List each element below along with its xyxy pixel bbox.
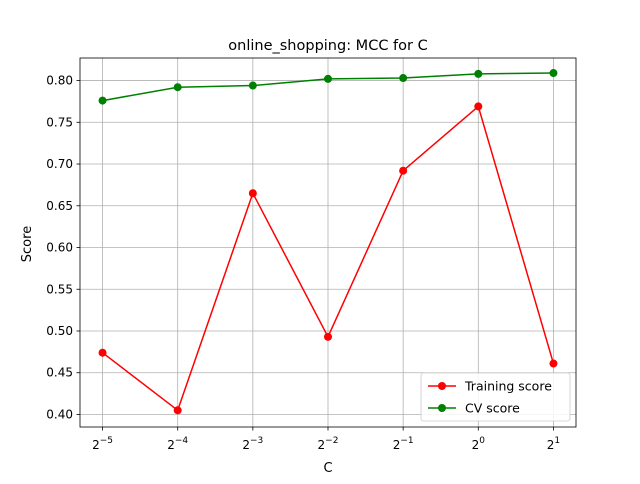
series bbox=[98, 69, 558, 415]
y-tick-label: 0.70 bbox=[46, 157, 73, 171]
x-tick-base: 2 bbox=[393, 438, 401, 452]
data-point bbox=[549, 69, 558, 78]
axes: 0.400.450.500.550.600.650.700.750.802−5 2… bbox=[46, 57, 577, 452]
x-tick-base: 2 bbox=[242, 438, 250, 452]
y-tick-label: 0.60 bbox=[46, 241, 73, 255]
x-tick-base: 2 bbox=[472, 438, 480, 452]
data-point bbox=[98, 96, 107, 105]
y-tick-label: 0.40 bbox=[46, 407, 73, 421]
data-point bbox=[98, 348, 107, 357]
x-tick-exponent: −2 bbox=[325, 436, 338, 446]
legend: Training score CV score bbox=[420, 372, 571, 422]
data-point bbox=[248, 189, 257, 198]
grid bbox=[80, 58, 576, 427]
legend-marker bbox=[438, 404, 446, 412]
x-tick-label: 2−1 bbox=[393, 436, 414, 452]
x-tick-base: 2 bbox=[318, 438, 326, 452]
x-tick-label: 2−3 bbox=[242, 436, 263, 452]
x-tick-exponent: −3 bbox=[250, 436, 263, 446]
y-tick-label: 0.50 bbox=[46, 324, 73, 338]
x-axis-label: C bbox=[323, 461, 332, 476]
legend-marker bbox=[438, 382, 446, 390]
data-point bbox=[173, 83, 182, 92]
data-point bbox=[549, 359, 558, 368]
legend-label: CV score bbox=[465, 401, 520, 416]
data-point bbox=[474, 102, 483, 111]
x-tick-label: 21 bbox=[547, 436, 560, 452]
x-tick-exponent: 0 bbox=[479, 436, 485, 446]
y-axis-label: Score bbox=[20, 226, 35, 262]
x-tick-label: 2−4 bbox=[167, 436, 188, 452]
plot-frame bbox=[79, 57, 577, 428]
x-tick-exponent: −4 bbox=[175, 436, 189, 446]
data-point bbox=[324, 74, 332, 83]
data-point bbox=[399, 166, 408, 175]
x-tick-exponent: 1 bbox=[554, 436, 560, 446]
data-point bbox=[474, 69, 483, 78]
x-tick-label: 2−2 bbox=[318, 436, 339, 452]
legend-label: Training score bbox=[464, 379, 552, 394]
y-tick-label: 0.45 bbox=[46, 366, 73, 380]
y-tick-label: 0.75 bbox=[46, 115, 73, 129]
x-tick-label: 2−5 bbox=[92, 436, 113, 452]
x-tick-exponent: −5 bbox=[100, 436, 113, 446]
x-tick-base: 2 bbox=[167, 438, 175, 452]
data-point bbox=[399, 74, 408, 83]
y-tick-label: 0.80 bbox=[46, 74, 73, 88]
x-tick-base: 2 bbox=[92, 438, 100, 452]
data-point bbox=[324, 332, 332, 341]
y-tick-label: 0.55 bbox=[46, 282, 73, 296]
x-tick-label: 20 bbox=[472, 436, 486, 452]
y-tick-label: 0.65 bbox=[46, 199, 73, 213]
x-tick-exponent: −1 bbox=[400, 436, 413, 446]
x-tick-base: 2 bbox=[547, 438, 555, 452]
data-point bbox=[248, 81, 257, 90]
legend-box bbox=[420, 372, 571, 422]
chart-title: online_shopping: MCC for C bbox=[228, 38, 427, 54]
data-point bbox=[173, 406, 182, 415]
